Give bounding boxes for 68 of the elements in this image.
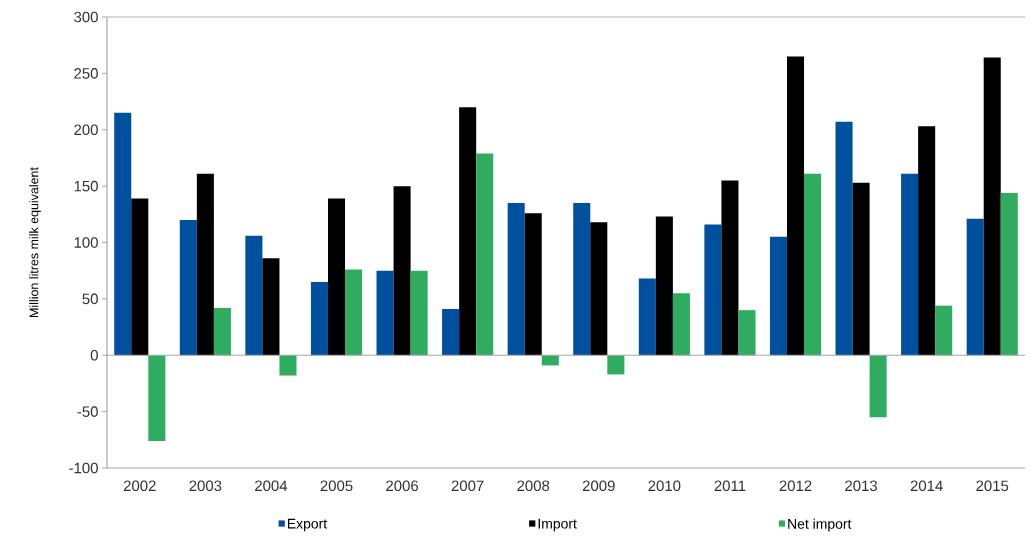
bar (179, 219, 197, 356)
bar (721, 180, 739, 356)
bar (852, 182, 870, 356)
x-tick-label: 2006 (386, 480, 419, 492)
bar (1000, 192, 1018, 356)
y-tick-label: 200 (74, 124, 98, 136)
bar (476, 153, 494, 356)
y-tick-label: 100 (74, 237, 98, 248)
y-tick-label: 150 (74, 180, 98, 192)
bar (376, 270, 394, 356)
x-tick-label: 2009 (582, 480, 615, 492)
bar (507, 203, 525, 356)
bar (573, 203, 591, 356)
bar (983, 57, 1001, 356)
x-tick-label: 2008 (517, 480, 550, 492)
legend-label: Net import (788, 518, 852, 532)
x-tick-label: 2013 (845, 480, 878, 492)
bar (835, 121, 853, 356)
bar (935, 305, 953, 356)
x-tick-label: 2012 (779, 480, 812, 492)
bar (114, 112, 132, 356)
x-tick-label: 2007 (451, 480, 484, 492)
bar (590, 222, 608, 356)
bar (262, 258, 280, 356)
x-tick-label: 2002 (123, 480, 156, 492)
bar (524, 213, 542, 356)
bar (607, 355, 625, 375)
bar (769, 236, 787, 356)
y-tick-label: -100 (69, 462, 98, 474)
bar (704, 224, 722, 356)
bar (804, 173, 822, 356)
x-tick-label: 2011 (714, 480, 746, 492)
bar (345, 269, 363, 356)
legend-label: Import (538, 518, 577, 532)
bar (638, 278, 656, 356)
x-tick-label: 2010 (648, 480, 681, 492)
bar (148, 355, 166, 441)
x-tick-label: 2003 (189, 480, 222, 492)
bar (310, 281, 328, 356)
bar (869, 355, 887, 418)
x-tick-label: 2004 (255, 480, 288, 492)
bar (279, 355, 297, 376)
bar (327, 198, 346, 356)
x-tick-label: 2014 (910, 480, 943, 492)
bar (786, 56, 805, 356)
bar (901, 173, 919, 356)
bar (672, 293, 690, 356)
bar (245, 235, 263, 356)
y-tick-label: 50 (82, 293, 98, 305)
y-tick-label: 0 (90, 349, 98, 361)
legend-label: Export (287, 518, 328, 532)
y-tick-label: 250 (74, 68, 98, 79)
x-tick-label: 2015 (976, 480, 1009, 492)
bar (213, 307, 231, 356)
x-tick-label: 2005 (320, 480, 353, 492)
bar (196, 173, 214, 356)
bar (459, 107, 477, 356)
bar (966, 218, 984, 356)
bar (131, 198, 149, 356)
y-axis-title: Million litres milk equivalent (29, 167, 41, 317)
bar (918, 126, 936, 356)
bar (393, 186, 411, 356)
bar (738, 310, 756, 356)
bar (442, 309, 460, 356)
y-tick-label: 300 (74, 11, 98, 23)
bar (410, 270, 428, 356)
y-tick-label: -50 (77, 406, 98, 417)
bar (655, 216, 673, 356)
